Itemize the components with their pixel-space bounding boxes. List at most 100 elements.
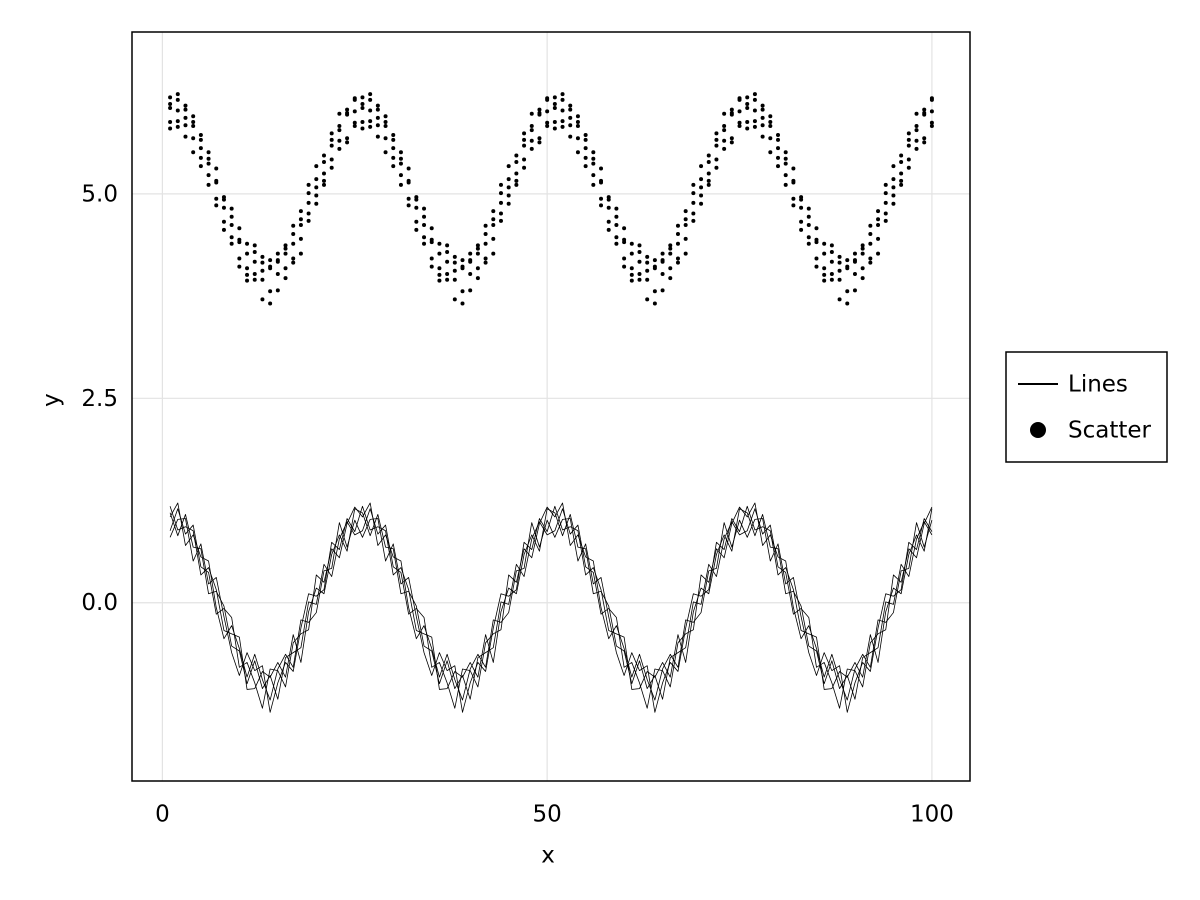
scatter-point [268, 301, 273, 306]
scatter-point [422, 235, 427, 240]
scatter-point [422, 241, 427, 246]
scatter-point [829, 243, 834, 248]
scatter-point [914, 111, 919, 116]
scatter-point [414, 227, 419, 232]
y-axis-label: y [39, 393, 65, 407]
scatter-point [306, 191, 311, 196]
scatter-point [498, 200, 503, 205]
scatter-point [445, 272, 450, 277]
scatter-point [329, 165, 334, 170]
scatter-point [860, 243, 865, 248]
scatter-point [406, 196, 411, 201]
scatter-point [914, 146, 919, 151]
scatter-point [822, 278, 827, 283]
scatter-point [352, 124, 357, 129]
scatter-point [452, 254, 457, 259]
scatter-point [806, 222, 811, 227]
scatter-point [606, 227, 611, 232]
scatter-point [214, 178, 219, 183]
scatter-point [422, 206, 427, 211]
scatter-point [591, 150, 596, 155]
scatter-point [345, 112, 350, 117]
scatter-point [245, 251, 250, 256]
scatter-point [714, 157, 719, 162]
scatter-point [868, 231, 873, 236]
scatter-point [899, 178, 904, 183]
plot-area [132, 32, 970, 781]
scatter-point [806, 235, 811, 240]
scatter-point [406, 166, 411, 171]
scatter-point [275, 259, 280, 264]
scatter-point [360, 119, 365, 124]
scatter-point [360, 126, 365, 131]
scatter-point [522, 131, 527, 136]
scatter-point [168, 101, 173, 106]
legend: Lines Scatter [1005, 351, 1168, 463]
scatter-point [891, 164, 896, 169]
scatter-point [668, 246, 673, 251]
scatter-point [314, 177, 319, 182]
scatter-point [321, 153, 326, 158]
scatter-point [729, 112, 734, 117]
scatter-point [652, 258, 657, 263]
scatter-point [221, 197, 226, 202]
scatter-point [437, 241, 442, 246]
scatter-point [383, 150, 388, 155]
scatter-point [783, 161, 788, 166]
scatter-point [429, 240, 434, 245]
scatter-point [321, 171, 326, 176]
scatter-point [191, 119, 196, 124]
scatter-point [229, 206, 234, 211]
scatter-point [391, 133, 396, 138]
scatter-point [337, 111, 342, 116]
scatter-point [483, 231, 488, 236]
scatter-point [398, 182, 403, 187]
scatter-point [645, 277, 650, 282]
scatter-point [360, 95, 365, 100]
scatter-point [522, 165, 527, 170]
scatter-point [514, 182, 519, 187]
scatter-point [591, 161, 596, 166]
scatter-point [637, 259, 642, 264]
scatter-point [183, 123, 188, 128]
scatter-point [175, 124, 180, 129]
scatter-point [706, 153, 711, 158]
scatter-point [368, 97, 373, 102]
scatter-point [298, 217, 303, 222]
x-tick-label: 50 [533, 802, 562, 828]
scatter-point [845, 266, 850, 271]
scatter-point [822, 272, 827, 277]
scatter-point [891, 185, 896, 190]
scatter-point [552, 126, 557, 131]
y-tick-label: 0.0 [81, 590, 118, 616]
scatter-point [237, 226, 242, 231]
scatter-point [460, 258, 465, 263]
scatter-point [252, 272, 257, 277]
scatter-point [260, 260, 265, 265]
scatter-point [514, 160, 519, 165]
scatter-point [375, 115, 380, 120]
scatter-point [345, 136, 350, 141]
scatter-point [321, 160, 326, 165]
scatter-point [245, 278, 250, 283]
scatter-point [583, 146, 588, 151]
scatter-point [845, 301, 850, 306]
scatter-point [191, 124, 196, 129]
scatter-point [206, 161, 211, 166]
scatter-point [829, 272, 834, 277]
scatter-point [729, 136, 734, 141]
scatter-point [776, 155, 781, 160]
scatter-point [529, 124, 534, 129]
scatter-point [506, 193, 511, 198]
scatter-point [814, 226, 819, 231]
scatter-point [891, 177, 896, 182]
scatter-point [914, 124, 919, 129]
scatter-point [929, 97, 934, 102]
scatter-point [614, 241, 619, 246]
scatter-point [229, 235, 234, 240]
scatter-point [452, 268, 457, 273]
scatter-point [229, 241, 234, 246]
scatter-point [768, 114, 773, 119]
scatter-point [768, 124, 773, 129]
scatter-point [568, 123, 573, 128]
